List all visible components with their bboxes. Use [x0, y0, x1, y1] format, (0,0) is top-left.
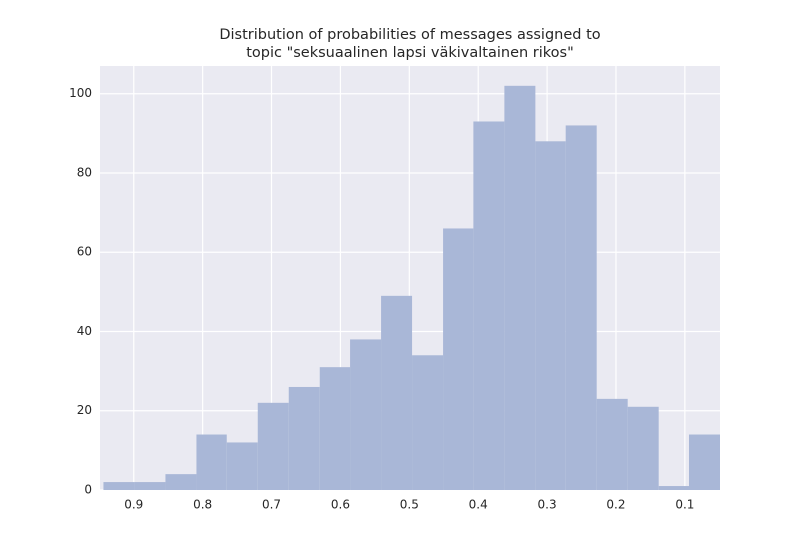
x-tick-label: 0.3 [538, 498, 557, 512]
bar [535, 141, 566, 490]
x-tick-label: 0.8 [193, 498, 212, 512]
y-tick-label: 60 [77, 245, 92, 259]
x-tick-label: 0.1 [675, 498, 694, 512]
bar [319, 367, 351, 490]
bar [134, 482, 166, 490]
y-tick-label: 0 [84, 483, 92, 497]
y-tick-label: 20 [77, 403, 92, 417]
bar [412, 355, 444, 490]
bar [443, 228, 474, 490]
y-tick-label: 80 [77, 165, 92, 179]
bar [689, 434, 720, 490]
y-tick-label: 40 [77, 324, 92, 338]
bar [504, 85, 536, 491]
x-tick-label: 0.7 [262, 498, 281, 512]
labels: Distribution of probabilities of message… [69, 27, 694, 512]
x-tick-label: 0.6 [331, 498, 350, 512]
chart-title: Distribution of probabilities of message… [219, 27, 600, 43]
bar [596, 398, 628, 490]
bar [381, 295, 413, 490]
bar [196, 434, 227, 490]
x-tick-label: 0.5 [400, 498, 419, 512]
bar [658, 486, 689, 490]
chart-title: topic "seksuaalinen lapsi väkivaltainen … [246, 45, 574, 61]
y-tick-label: 100 [69, 86, 92, 100]
bars [103, 85, 720, 491]
bar [627, 406, 659, 490]
bar [350, 339, 382, 490]
x-tick-label: 0.9 [124, 498, 143, 512]
bar [565, 125, 597, 490]
x-tick-label: 0.2 [606, 498, 625, 512]
bar [257, 402, 289, 490]
bar [103, 482, 135, 490]
bar [226, 442, 258, 490]
bar [165, 474, 197, 490]
bar [473, 121, 505, 491]
x-tick-label: 0.4 [469, 498, 488, 512]
bar [288, 386, 320, 490]
